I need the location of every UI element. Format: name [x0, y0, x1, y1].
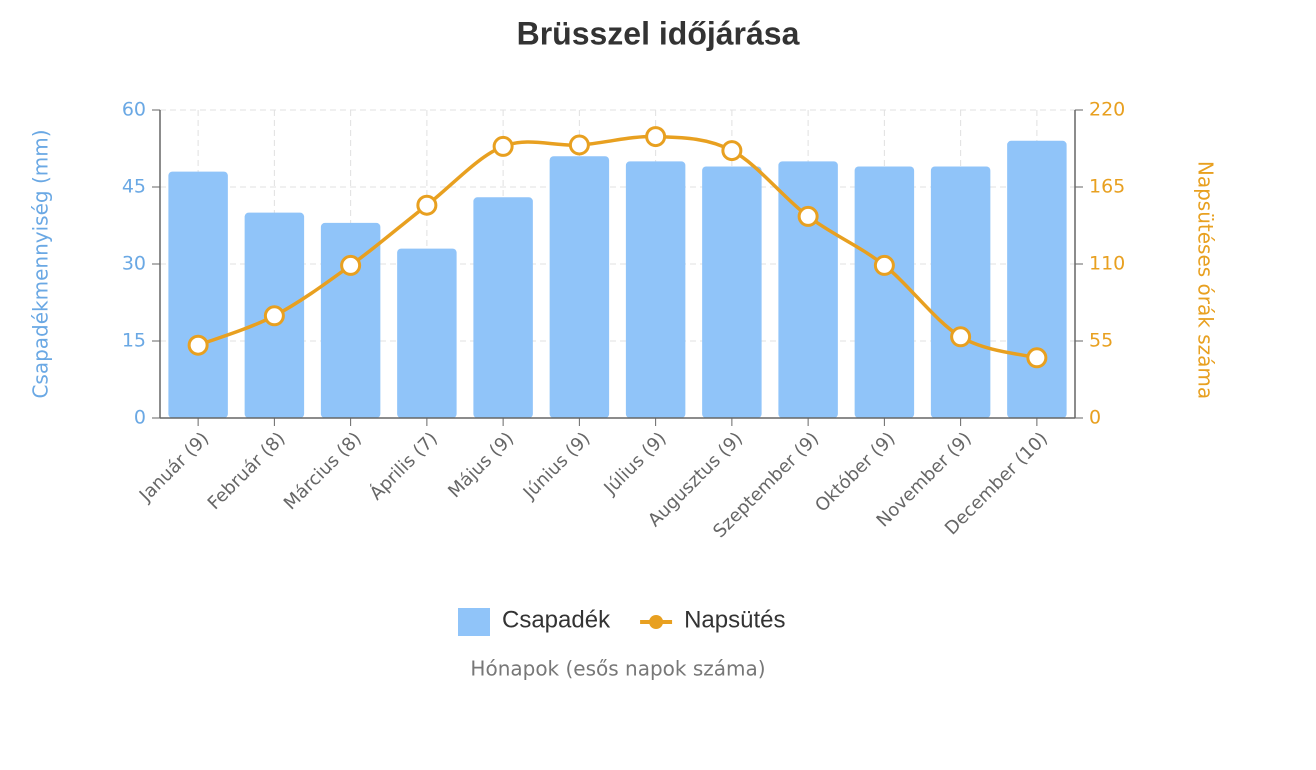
x-tick-label: Június (9) — [519, 428, 595, 504]
legend-swatch — [458, 608, 490, 636]
y-tick-label: 15 — [122, 330, 146, 352]
bar — [930, 166, 991, 418]
line-point — [187, 334, 209, 356]
line-point — [873, 254, 895, 276]
legend-label: Csapadék — [502, 606, 611, 633]
y2-tick-label: 165 — [1089, 176, 1125, 198]
y2-tick-label: 0 — [1089, 407, 1101, 429]
bar — [854, 166, 915, 418]
line-point — [263, 305, 285, 327]
line-point — [416, 194, 438, 216]
line-point — [1026, 347, 1048, 369]
y2-axis-title: Napsütéses órák száma — [1194, 161, 1218, 399]
line — [197, 134, 1038, 360]
bar — [549, 156, 610, 418]
x-tick-label: Július (9) — [599, 428, 670, 499]
y-tick-label: 0 — [134, 407, 146, 429]
chart-title: Brüsszel időjárása — [517, 15, 800, 51]
legend-item: Csapadék — [458, 606, 611, 636]
line-point — [797, 205, 819, 227]
bar — [473, 197, 533, 418]
bar — [1007, 140, 1067, 419]
line-point — [568, 134, 590, 156]
line-point — [340, 254, 362, 276]
bar — [397, 248, 457, 418]
x-tick-label: Április (7) — [365, 428, 442, 505]
bar — [702, 166, 762, 418]
bar — [320, 222, 381, 418]
y-axis-title: Csapadékmennyiség (mm) — [29, 129, 53, 398]
line-point — [721, 140, 743, 162]
legend-marker — [649, 615, 664, 629]
bar — [168, 171, 228, 418]
x-tick-label: Május (9) — [444, 428, 518, 502]
y2-tick-label: 55 — [1089, 330, 1113, 352]
x-tick-label: Február (8) — [204, 428, 290, 514]
legend-label: Napsütés — [684, 606, 785, 633]
y2-tick-label: 220 — [1089, 99, 1125, 121]
x-tick-label: Március (8) — [280, 428, 366, 514]
line-point — [950, 326, 972, 348]
line-point — [645, 126, 667, 148]
x-axis-title: Hónapok (esős napok száma) — [470, 657, 765, 681]
y-tick-label: 30 — [122, 253, 146, 275]
y-tick-label: 60 — [122, 99, 146, 121]
bar — [625, 161, 686, 419]
line-point — [492, 135, 514, 157]
y-tick-label: 45 — [122, 176, 146, 198]
x-tick-label: Január (9) — [135, 428, 213, 506]
y2-tick-label: 110 — [1089, 253, 1125, 275]
legend-item: Napsütés — [640, 606, 785, 633]
